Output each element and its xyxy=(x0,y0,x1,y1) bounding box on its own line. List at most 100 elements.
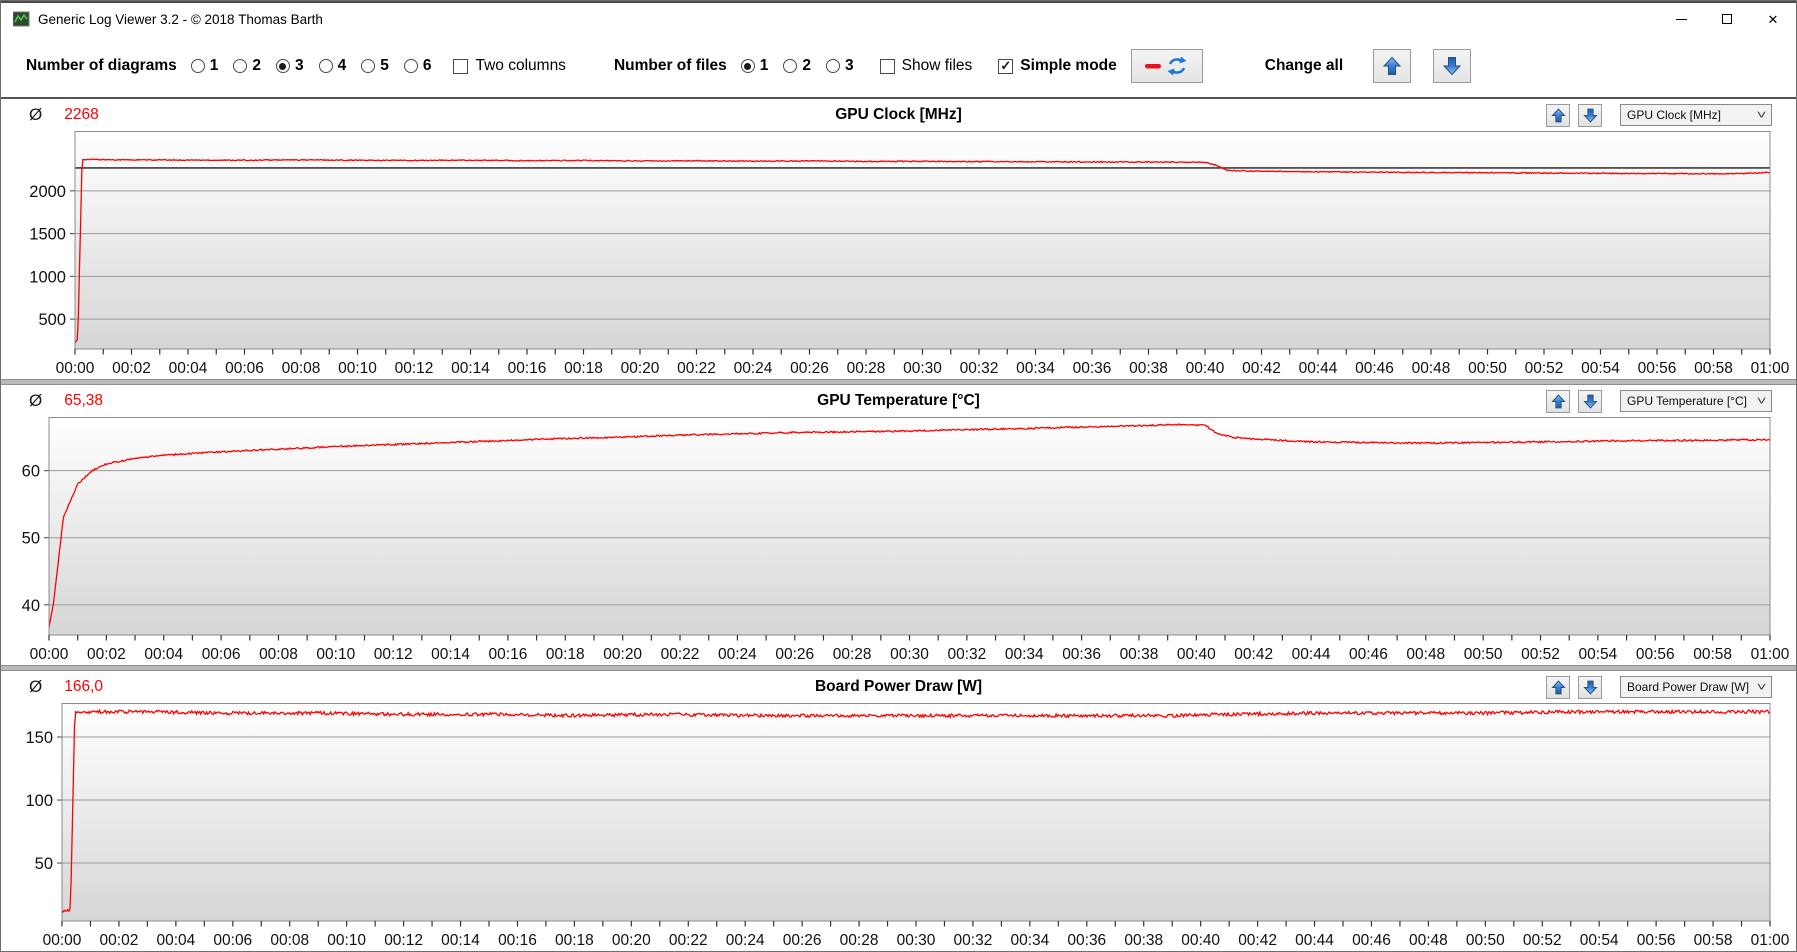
svg-text:00:48: 00:48 xyxy=(1412,360,1451,377)
chevron-down-icon: ˅ xyxy=(1756,108,1767,122)
svg-text:00:44: 00:44 xyxy=(1292,646,1331,663)
radio-label: 1 xyxy=(759,57,769,74)
svg-text:00:42: 00:42 xyxy=(1242,360,1281,377)
signal-select[interactable]: GPU Temperature [°C] ˅ xyxy=(1620,390,1772,412)
svg-text:00:48: 00:48 xyxy=(1409,932,1448,949)
diagrams-radio-2[interactable]: 2 xyxy=(233,57,261,75)
close-button[interactable]: ✕ xyxy=(1750,3,1796,35)
svg-text:00:34: 00:34 xyxy=(1010,932,1049,949)
simple-mode-label: Simple mode xyxy=(1020,57,1117,74)
svg-text:00:08: 00:08 xyxy=(282,360,321,377)
radio-label: 4 xyxy=(337,57,347,74)
move-panel-up-button[interactable] xyxy=(1546,103,1570,127)
svg-text:2000: 2000 xyxy=(29,183,66,201)
plot-area-gpu-clock[interactable]: 500 1000 1500 2000 00:00 00:02 00:04 00:06 00:08… xyxy=(1,131,1796,379)
signal-select-value: GPU Clock [MHz] xyxy=(1627,108,1722,122)
diagrams-radio-5[interactable]: 5 xyxy=(361,57,389,75)
change-all-label: Change all xyxy=(1264,57,1344,74)
svg-text:00:38: 00:38 xyxy=(1124,932,1163,949)
chart-title: GPU Temperature [°C] xyxy=(817,392,980,409)
svg-text:00:30: 00:30 xyxy=(890,646,929,663)
files-radio-1[interactable]: 1 xyxy=(740,57,769,75)
svg-text:00:36: 00:36 xyxy=(1073,360,1112,377)
signal-select-value: Board Power Draw [W] xyxy=(1627,680,1750,694)
svg-text:00:14: 00:14 xyxy=(451,360,490,377)
svg-text:00:24: 00:24 xyxy=(734,360,773,377)
arrow-down-icon xyxy=(1582,108,1598,123)
signal-select[interactable]: GPU Clock [MHz] ˅ xyxy=(1620,104,1772,126)
radio-icon xyxy=(190,59,205,73)
window-title: Generic Log Viewer 3.2 - © 2018 Thomas B… xyxy=(38,11,323,27)
move-panel-up-button[interactable] xyxy=(1546,675,1570,699)
radio-label: 1 xyxy=(209,57,219,74)
two-columns-checkbox[interactable]: Two columns xyxy=(453,57,566,75)
checkbox-checked-icon: ✓ xyxy=(998,58,1014,74)
red-line-refresh-icon xyxy=(1144,56,1187,76)
svg-text:00:48: 00:48 xyxy=(1406,646,1445,663)
move-panel-down-button[interactable] xyxy=(1578,675,1602,699)
diagrams-radio-6[interactable]: 6 xyxy=(403,57,431,75)
signal-select-value: GPU Temperature [°C] xyxy=(1627,394,1747,408)
show-files-checkbox[interactable]: Show files xyxy=(879,57,972,75)
svg-text:00:04: 00:04 xyxy=(156,932,195,949)
average-readout: Ø 65,38 xyxy=(29,391,103,411)
panel-controls: GPU Temperature [°C] ˅ xyxy=(1546,389,1772,413)
toolbar: Number of diagrams 1 2 3 4 5 6 Two colum… xyxy=(1,35,1796,97)
move-panel-down-button[interactable] xyxy=(1578,103,1602,127)
svg-text:00:04: 00:04 xyxy=(144,646,183,663)
svg-text:00:42: 00:42 xyxy=(1234,646,1273,663)
checkbox-unchecked-icon xyxy=(879,58,895,74)
svg-text:00:22: 00:22 xyxy=(677,360,716,377)
svg-text:00:20: 00:20 xyxy=(603,646,642,663)
minimize-button[interactable] xyxy=(1658,3,1704,35)
change-all-up-button[interactable] xyxy=(1373,49,1412,83)
radio-label: 3 xyxy=(294,57,304,74)
svg-text:00:28: 00:28 xyxy=(847,360,886,377)
svg-text:00:32: 00:32 xyxy=(947,646,986,663)
chart-svg: 40 50 60 00:00 00:02 00:04 00:06 00:08 00:10 00:1… xyxy=(22,417,1790,663)
svg-text:00:34: 00:34 xyxy=(1016,360,1055,377)
svg-text:00:56: 00:56 xyxy=(1638,360,1677,377)
average-readout: Ø 2268 xyxy=(29,105,99,125)
svg-text:01:00: 01:00 xyxy=(1751,360,1790,377)
svg-text:00:06: 00:06 xyxy=(202,646,241,663)
svg-text:00:10: 00:10 xyxy=(327,932,366,949)
average-value: 2268 xyxy=(64,106,99,123)
svg-text:00:56: 00:56 xyxy=(1636,646,1675,663)
svg-text:00:18: 00:18 xyxy=(555,932,594,949)
change-all-down-button[interactable] xyxy=(1433,49,1472,83)
svg-text:00:16: 00:16 xyxy=(508,360,547,377)
average-value: 65,38 xyxy=(64,392,104,409)
move-panel-up-button[interactable] xyxy=(1546,389,1570,413)
svg-text:00:52: 00:52 xyxy=(1525,360,1564,377)
signal-select[interactable]: Board Power Draw [W] ˅ xyxy=(1620,676,1772,698)
svg-text:00:26: 00:26 xyxy=(783,932,822,949)
svg-text:500: 500 xyxy=(38,311,66,329)
diagrams-radio-3[interactable]: 3 xyxy=(275,57,304,75)
simple-mode-checkbox[interactable]: ✓ Simple mode xyxy=(998,57,1117,75)
move-panel-down-button[interactable] xyxy=(1578,389,1602,413)
average-symbol: Ø xyxy=(29,105,43,124)
plot-area-gpu-temperature[interactable]: 40 50 60 00:00 00:02 00:04 00:06 00:08 00:10 00:1… xyxy=(1,417,1796,665)
svg-text:00:26: 00:26 xyxy=(790,360,829,377)
svg-text:100: 100 xyxy=(25,792,53,810)
svg-text:00:46: 00:46 xyxy=(1349,646,1388,663)
number-of-diagrams-label: Number of diagrams xyxy=(26,57,177,74)
arrow-up-icon xyxy=(1550,679,1566,694)
svg-text:00:06: 00:06 xyxy=(225,360,264,377)
svg-text:00:46: 00:46 xyxy=(1355,360,1394,377)
close-icon: ✕ xyxy=(1767,11,1779,27)
diagrams-radio-4[interactable]: 4 xyxy=(318,57,347,75)
line-style-refresh-button[interactable] xyxy=(1130,49,1203,83)
files-radio-2[interactable]: 2 xyxy=(783,57,811,75)
maximize-button[interactable] xyxy=(1704,3,1750,35)
svg-text:00:58: 00:58 xyxy=(1694,932,1733,949)
radio-selected-icon xyxy=(740,59,755,73)
svg-text:00:22: 00:22 xyxy=(669,932,708,949)
diagrams-radio-1[interactable]: 1 xyxy=(190,57,219,75)
plot-area-board-power[interactable]: 50 100 150 00:00 00:02 00:04 00:06 00:08 00:10 00… xyxy=(1,703,1796,951)
panel-divider xyxy=(1,379,1796,385)
files-radio-3[interactable]: 3 xyxy=(826,57,854,75)
average-symbol: Ø xyxy=(29,391,43,410)
